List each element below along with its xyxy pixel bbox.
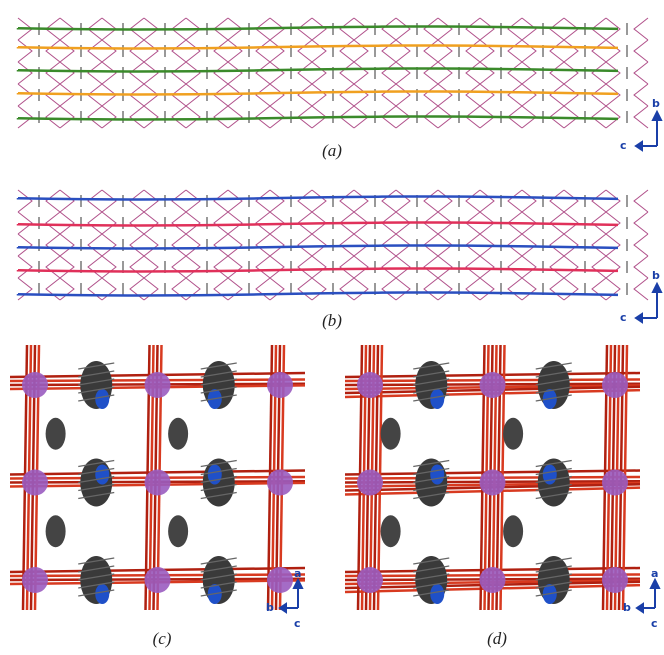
axis-label: a (651, 567, 658, 580)
cluster (168, 418, 188, 450)
node (602, 470, 628, 496)
axis-a (636, 112, 661, 150)
cluster (168, 515, 188, 547)
layer-line (18, 223, 618, 226)
node (145, 567, 171, 593)
axis-label: a (294, 567, 301, 580)
node (602, 372, 628, 398)
cluster-n (430, 584, 444, 604)
figure: (a) (b) (c) (d) b c b c a b c a b c (0, 0, 664, 655)
node (602, 567, 628, 593)
node (22, 470, 48, 496)
layer-line (18, 46, 618, 49)
axis-label: c (294, 617, 301, 630)
axis-label: b (652, 269, 660, 282)
layer-line (18, 27, 618, 30)
axis-label: b (652, 97, 660, 110)
caption: (a) (322, 141, 342, 160)
caption: (d) (487, 629, 507, 648)
cluster-n (95, 584, 109, 604)
cluster (503, 418, 523, 450)
layer-line (18, 269, 618, 272)
layer-line (18, 92, 618, 95)
cluster-n (95, 465, 109, 485)
node (267, 372, 293, 398)
cluster (381, 515, 401, 547)
cluster (46, 515, 66, 547)
axis-label: c (620, 139, 627, 152)
node (267, 567, 293, 593)
axis-b (636, 284, 661, 322)
node (145, 470, 171, 496)
node (267, 470, 293, 496)
axis-d (637, 580, 659, 612)
cluster-n (430, 465, 444, 485)
node (480, 372, 506, 398)
caption: (b) (322, 311, 342, 330)
axis-label: c (651, 617, 658, 630)
layer-line (18, 69, 618, 72)
node (357, 567, 383, 593)
cluster (46, 418, 66, 450)
node (480, 470, 506, 496)
cluster-n (430, 389, 444, 409)
node (357, 372, 383, 398)
layer-line (18, 117, 618, 120)
layer-line (18, 246, 618, 249)
node (22, 567, 48, 593)
node (145, 372, 171, 398)
axis-label: b (623, 601, 631, 614)
cluster (503, 515, 523, 547)
layer-line (18, 197, 618, 200)
axis-label: c (620, 311, 627, 324)
node (22, 372, 48, 398)
caption: (c) (153, 629, 172, 648)
node (480, 567, 506, 593)
node (357, 470, 383, 496)
axis-label: b (266, 601, 274, 614)
cluster-n (95, 389, 109, 409)
cluster (381, 418, 401, 450)
